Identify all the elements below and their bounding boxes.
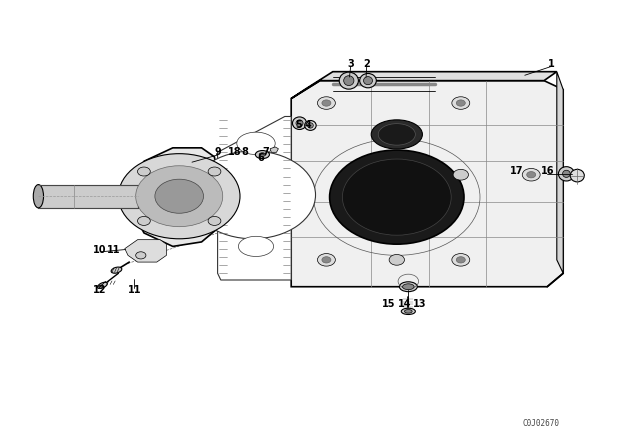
Ellipse shape [97,282,108,289]
Ellipse shape [98,285,103,289]
Ellipse shape [378,124,415,145]
Circle shape [322,100,331,106]
Ellipse shape [237,132,275,155]
Circle shape [527,172,536,178]
Text: 9: 9 [214,147,221,157]
Circle shape [452,254,470,266]
Ellipse shape [364,77,372,85]
Polygon shape [38,185,138,208]
Text: 16: 16 [540,166,554,176]
Ellipse shape [255,151,269,159]
Ellipse shape [403,284,414,290]
Ellipse shape [339,72,358,89]
Circle shape [342,159,451,235]
Ellipse shape [307,123,314,128]
Circle shape [208,167,221,176]
Circle shape [138,167,150,176]
Text: 15: 15 [382,299,396,309]
Text: 11: 11 [107,245,121,255]
Circle shape [136,166,223,227]
Ellipse shape [563,170,570,177]
Ellipse shape [360,73,376,88]
Circle shape [190,151,316,239]
Text: 5: 5 [296,121,302,130]
Circle shape [118,154,240,239]
Circle shape [453,169,468,180]
Circle shape [317,254,335,266]
Text: 1: 1 [548,59,555,69]
Circle shape [322,257,331,263]
Circle shape [317,97,335,109]
Circle shape [452,97,470,109]
Text: 11: 11 [127,285,141,295]
Text: 13: 13 [413,299,427,309]
Circle shape [456,100,465,106]
Ellipse shape [292,117,307,129]
Circle shape [389,254,404,265]
Polygon shape [557,72,563,273]
Polygon shape [218,116,291,280]
Ellipse shape [239,237,274,256]
Circle shape [155,179,204,213]
Text: 3: 3 [348,59,354,69]
Ellipse shape [33,185,44,208]
Ellipse shape [259,153,266,156]
Ellipse shape [399,282,417,292]
Text: 14: 14 [397,299,412,309]
Text: 18: 18 [228,147,242,157]
Ellipse shape [296,120,303,127]
Circle shape [522,168,540,181]
Circle shape [138,216,150,225]
Text: 17: 17 [510,166,524,176]
Polygon shape [134,148,218,246]
Text: 7: 7 [263,147,269,157]
Text: 4: 4 [305,121,311,130]
Text: 8: 8 [242,147,248,157]
Polygon shape [291,81,563,287]
Circle shape [208,216,221,225]
Polygon shape [270,147,278,152]
Circle shape [456,257,465,263]
Text: 2: 2 [364,59,370,69]
Text: 12: 12 [92,285,106,295]
Polygon shape [291,72,557,99]
Ellipse shape [570,169,584,182]
Circle shape [330,150,464,244]
Ellipse shape [344,76,354,86]
Ellipse shape [111,267,122,273]
Ellipse shape [558,167,575,181]
Text: 10: 10 [92,245,106,255]
Ellipse shape [401,308,415,314]
Ellipse shape [305,121,316,130]
Circle shape [136,252,146,259]
Polygon shape [125,240,166,262]
Text: C0J02670: C0J02670 [522,419,559,428]
Text: 6: 6 [257,153,264,163]
Ellipse shape [404,310,412,313]
Ellipse shape [371,120,422,149]
